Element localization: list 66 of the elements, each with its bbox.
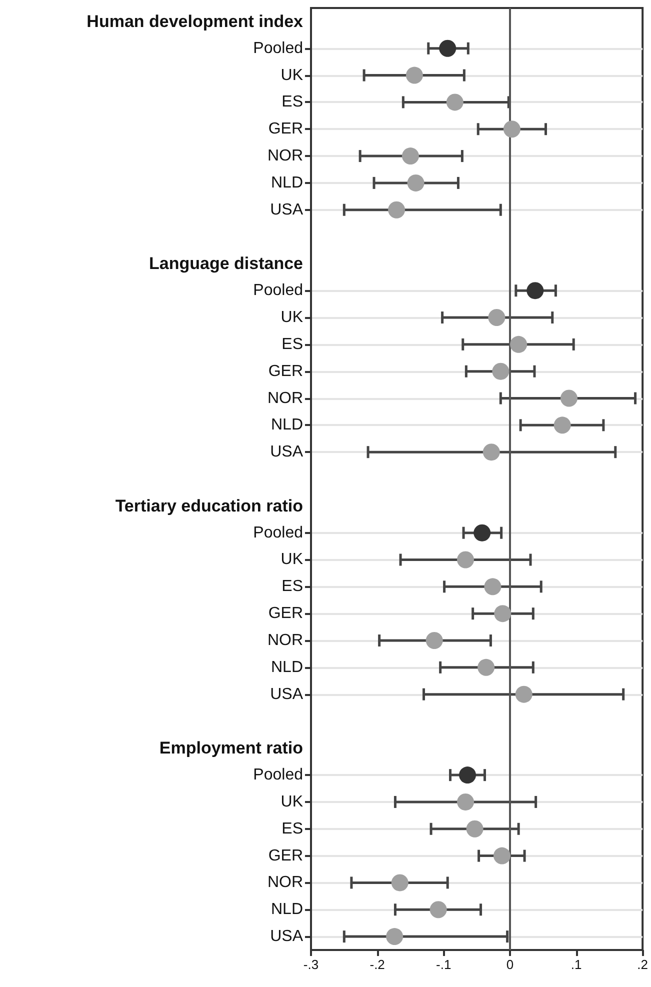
y-tick-label: GER xyxy=(268,847,303,864)
y-tick-label: ES xyxy=(282,94,303,111)
y-tick-label: Employment ratio xyxy=(159,738,303,758)
y-tick-label: GER xyxy=(268,120,303,138)
y-tick-label: GER xyxy=(268,362,303,380)
point xyxy=(391,874,408,892)
y-tick-label: Pooled xyxy=(253,524,303,542)
point xyxy=(478,658,495,676)
y-tick-label: ES xyxy=(282,336,303,353)
y-tick-label: NLD xyxy=(270,658,303,676)
point xyxy=(459,766,476,784)
point xyxy=(510,336,528,353)
y-tick-label: ES xyxy=(282,578,303,596)
point xyxy=(492,362,510,380)
point xyxy=(494,847,510,864)
point xyxy=(560,390,578,407)
y-tick-label: USA xyxy=(270,928,304,946)
y-tick-label: UK xyxy=(280,793,304,810)
y-tick-label: NOR xyxy=(267,148,303,165)
x-tick-label: 0 xyxy=(506,957,514,972)
y-tick-label: GER xyxy=(268,605,303,622)
y-tick-label: NLD xyxy=(270,416,303,434)
y-tick-label: Pooled xyxy=(253,40,303,57)
y-tick-label: Pooled xyxy=(253,766,303,784)
y-tick-label: Pooled xyxy=(253,282,303,300)
point xyxy=(488,309,506,326)
y-tick-label: USA xyxy=(270,686,304,703)
point xyxy=(554,416,571,434)
y-tick-label: ES xyxy=(282,820,303,838)
y-tick-label: Tertiary education ratio xyxy=(115,496,303,516)
point xyxy=(439,40,456,57)
y-tick-label: USA xyxy=(270,201,304,218)
y-tick-label: NLD xyxy=(270,901,303,918)
point xyxy=(482,444,500,461)
point xyxy=(457,793,474,810)
point xyxy=(407,174,424,192)
point xyxy=(388,201,406,218)
x-tick-label: -.2 xyxy=(370,957,385,972)
point xyxy=(406,66,423,84)
x-tick-label: .2 xyxy=(637,957,648,972)
y-tick-label: UK xyxy=(280,551,304,568)
point xyxy=(503,120,520,138)
x-tick-label: -.3 xyxy=(303,957,319,972)
y-tick-label: Language distance xyxy=(149,254,303,274)
y-tick-label: NOR xyxy=(267,632,303,649)
y-tick-label: UK xyxy=(280,66,304,84)
y-tick-label: NOR xyxy=(267,874,303,892)
point xyxy=(466,820,484,838)
y-tick-label: UK xyxy=(280,309,304,326)
point xyxy=(484,578,502,596)
point xyxy=(526,282,544,300)
point xyxy=(457,551,474,568)
point xyxy=(430,901,447,918)
y-tick-label: Human development index xyxy=(86,12,304,31)
point xyxy=(386,928,404,946)
point xyxy=(474,524,491,542)
point xyxy=(426,632,443,649)
y-tick-label: USA xyxy=(270,444,304,461)
y-tick-label: NLD xyxy=(270,174,303,192)
x-tick-label: .1 xyxy=(570,957,582,972)
point xyxy=(446,94,464,111)
y-tick-label: NOR xyxy=(267,390,303,407)
point xyxy=(494,605,512,622)
x-tick-label: -.1 xyxy=(436,957,452,972)
point xyxy=(515,686,532,703)
point xyxy=(402,148,419,165)
